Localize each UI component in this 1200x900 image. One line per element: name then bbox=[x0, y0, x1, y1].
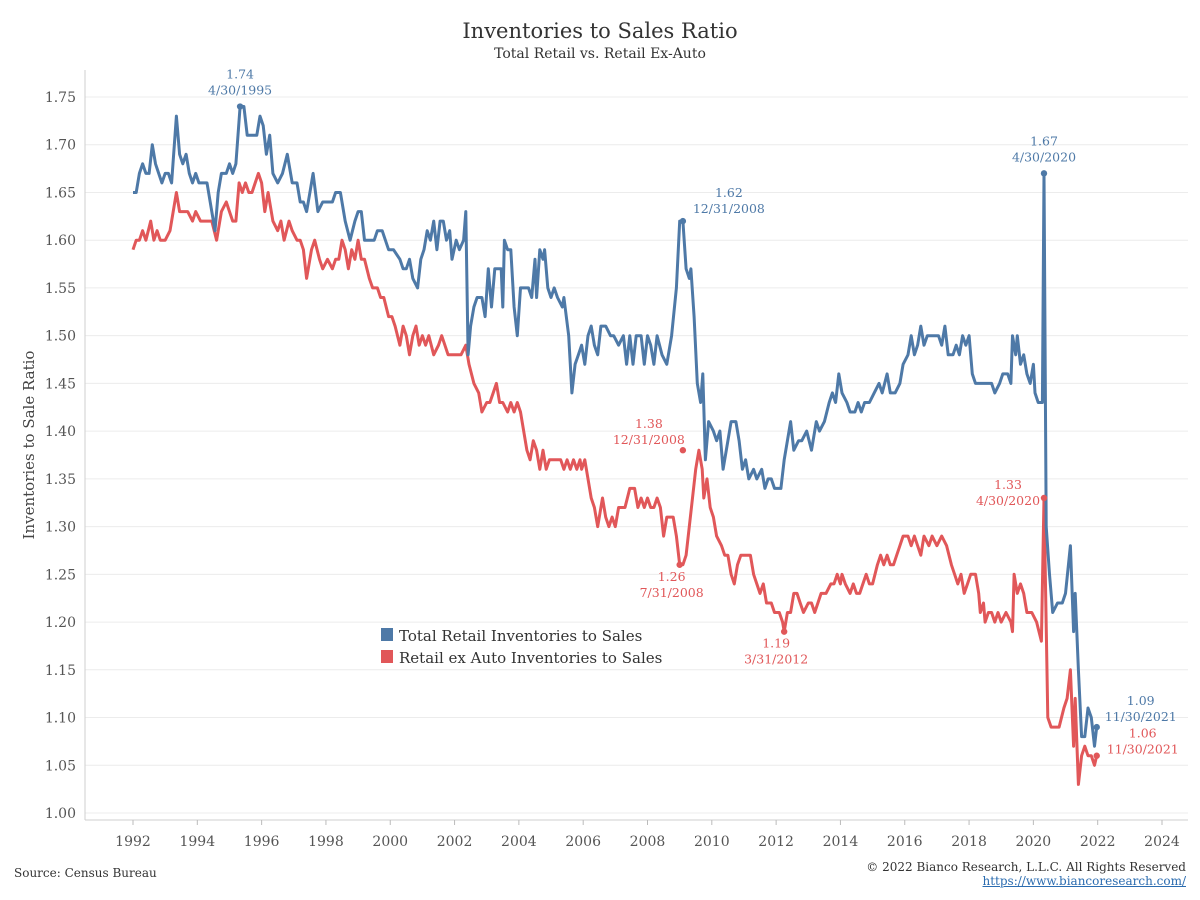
y-tick-label: 1.70 bbox=[45, 138, 76, 154]
annotation-date: 11/30/2021 bbox=[1107, 742, 1179, 757]
copyright-text: © 2022 Bianco Research, L.L.C. All Right… bbox=[866, 860, 1186, 874]
annotation-value: 1.09 bbox=[1127, 693, 1155, 708]
series-line-total-retail bbox=[133, 105, 1099, 748]
y-tick-label: 1.25 bbox=[45, 567, 76, 583]
x-tick-label: 2006 bbox=[565, 834, 601, 850]
x-tick-label: 2004 bbox=[501, 834, 537, 850]
annotation-marker bbox=[679, 217, 687, 225]
y-tick-label: 1.40 bbox=[45, 424, 76, 440]
annotation-value: 1.74 bbox=[226, 67, 254, 82]
annotation-value: 1.26 bbox=[658, 569, 686, 584]
annotation-marker bbox=[236, 103, 244, 110]
y-tick-label: 1.10 bbox=[45, 711, 76, 727]
gridlines bbox=[85, 96, 1188, 814]
series-lines bbox=[131, 105, 1099, 786]
annotation-date: 12/31/2008 bbox=[693, 201, 765, 216]
legend-swatch-retail-ex-auto bbox=[381, 650, 393, 663]
x-tick-label: 2020 bbox=[1016, 834, 1052, 850]
x-tick-label: 2000 bbox=[372, 834, 408, 850]
annotation-marker bbox=[679, 447, 687, 454]
annotation-marker bbox=[1040, 494, 1048, 502]
legend-label-total-retail: Total Retail Inventories to Sales bbox=[399, 627, 642, 645]
website-link[interactable]: https://www.biancoresearch.com/ bbox=[982, 874, 1186, 888]
x-tick-label: 2022 bbox=[1080, 834, 1116, 850]
annotation-marker bbox=[1093, 752, 1100, 759]
axes: 1.00 1.05 1.10 1.15 1.20 1.25 1.30 1.35 1.40 1.45… bbox=[45, 70, 1188, 850]
annotation-value: 1.67 bbox=[1030, 133, 1058, 148]
annotation-marker bbox=[1040, 170, 1048, 177]
chart-title: Inventories to Sales Ratio bbox=[462, 19, 737, 43]
annotation-value: 1.06 bbox=[1129, 726, 1157, 741]
x-tick-label: 2010 bbox=[694, 834, 730, 850]
copyright-block: © 2022 Bianco Research, L.L.C. All Right… bbox=[866, 860, 1186, 888]
annotation-marker bbox=[676, 561, 683, 568]
x-tick-label: 1996 bbox=[244, 834, 280, 850]
legend-label-retail-ex-auto: Retail ex Auto Inventories to Sales bbox=[399, 649, 662, 667]
y-tick-label: 1.55 bbox=[45, 281, 76, 297]
annotation-value: 1.19 bbox=[762, 636, 790, 651]
annotation-date: 4/30/2020 bbox=[976, 493, 1040, 508]
x-tick-label: 2012 bbox=[758, 834, 794, 850]
y-tick-label: 1.60 bbox=[45, 233, 76, 249]
x-tick-label: 1992 bbox=[115, 834, 151, 850]
x-tick-label: 2014 bbox=[823, 834, 859, 850]
y-tick-label: 1.35 bbox=[45, 472, 76, 488]
annotation-date: 12/31/2008 bbox=[613, 432, 685, 447]
annotation-date: 4/30/1995 bbox=[208, 83, 272, 98]
x-tick-label: 2002 bbox=[437, 834, 473, 850]
y-axis-label: Inventories to Sale Ratio bbox=[20, 351, 38, 540]
x-tick-label: 2016 bbox=[887, 834, 923, 850]
y-tick-label: 1.75 bbox=[45, 90, 76, 106]
annotation-marker bbox=[780, 628, 788, 635]
annotation-date: 4/30/2020 bbox=[1012, 149, 1076, 164]
annotations: 1.744/30/19951.6212/31/20081.674/30/2020… bbox=[208, 67, 1179, 759]
y-tick-label: 1.20 bbox=[45, 615, 76, 631]
y-tick-label: 1.30 bbox=[45, 520, 76, 536]
x-tick-label: 1994 bbox=[179, 834, 215, 850]
x-tick-label: 2024 bbox=[1144, 834, 1180, 850]
annotation-date: 7/31/2008 bbox=[640, 585, 704, 600]
x-tick-label: 2008 bbox=[630, 834, 666, 850]
x-tick-label: 1998 bbox=[308, 834, 344, 850]
y-tick-label: 1.00 bbox=[45, 806, 76, 822]
y-tick-label: 1.05 bbox=[45, 758, 76, 774]
y-tick-label: 1.15 bbox=[45, 663, 76, 679]
source-note: Source: Census Bureau bbox=[14, 866, 157, 880]
annotation-value: 1.38 bbox=[635, 416, 663, 431]
annotation-date: 11/30/2021 bbox=[1105, 709, 1177, 724]
y-tick-label: 1.50 bbox=[45, 329, 76, 345]
annotation-date: 3/31/2012 bbox=[744, 652, 808, 667]
y-tick-label: 1.45 bbox=[45, 376, 76, 392]
annotation-value: 1.62 bbox=[715, 185, 743, 200]
legend-swatch-total-retail bbox=[381, 628, 393, 641]
y-tick-label: 1.65 bbox=[45, 185, 76, 201]
series-line-retail-ex-auto bbox=[131, 171, 1099, 786]
annotation-value: 1.33 bbox=[994, 477, 1022, 492]
chart-subtitle: Total Retail vs. Retail Ex-Auto bbox=[494, 46, 706, 62]
annotation-marker bbox=[1093, 723, 1100, 731]
x-tick-label: 2018 bbox=[951, 834, 987, 850]
legend: Total Retail Inventories to Sales Retail… bbox=[381, 627, 662, 667]
